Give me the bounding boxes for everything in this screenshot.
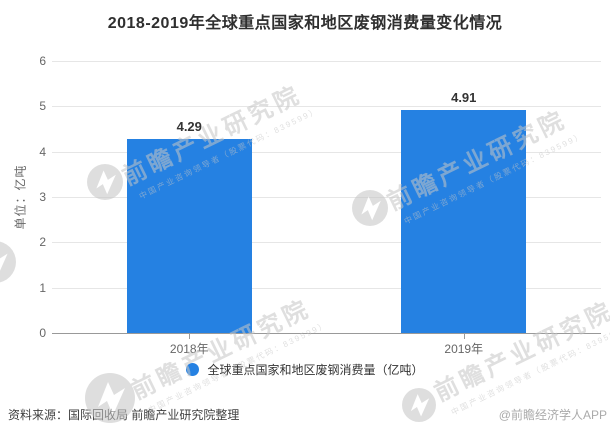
x-axis-line [52,333,601,334]
x-axis-label: 2019年 [444,342,484,356]
gridline [52,151,601,153]
y-tick-label: 1 [39,280,46,295]
x-axis-tick [463,334,465,339]
gridline [52,106,601,108]
gridline [52,61,601,62]
y-tick-label: 5 [39,99,46,114]
x-axis-label: 2018年 [169,342,209,356]
legend-marker-icon [186,362,200,376]
y-tick-label: 4 [39,144,46,159]
legend: 全球重点国家和地区废钢消费量（亿吨） [0,360,610,378]
gridline [52,287,601,289]
bar [126,138,252,333]
x-axis-tick [189,334,191,339]
gridline [52,242,601,244]
y-tick-label: 2 [39,235,46,250]
gridline [52,197,601,198]
y-tick-label: 0 [39,326,46,340]
credit-note: @前瞻经济学人APP [498,408,607,422]
bar-value-label: 4.29 [176,118,202,134]
y-tick-label: 6 [39,54,46,68]
bar [401,110,527,333]
legend-label: 全球重点国家和地区废钢消费量（亿吨） [207,362,424,377]
y-tick-label: 3 [39,190,46,204]
chart-title: 2018-2019年全球重点国家和地区废钢消费量变化情况 [107,15,503,32]
bar-value-label: 4.91 [451,90,477,106]
